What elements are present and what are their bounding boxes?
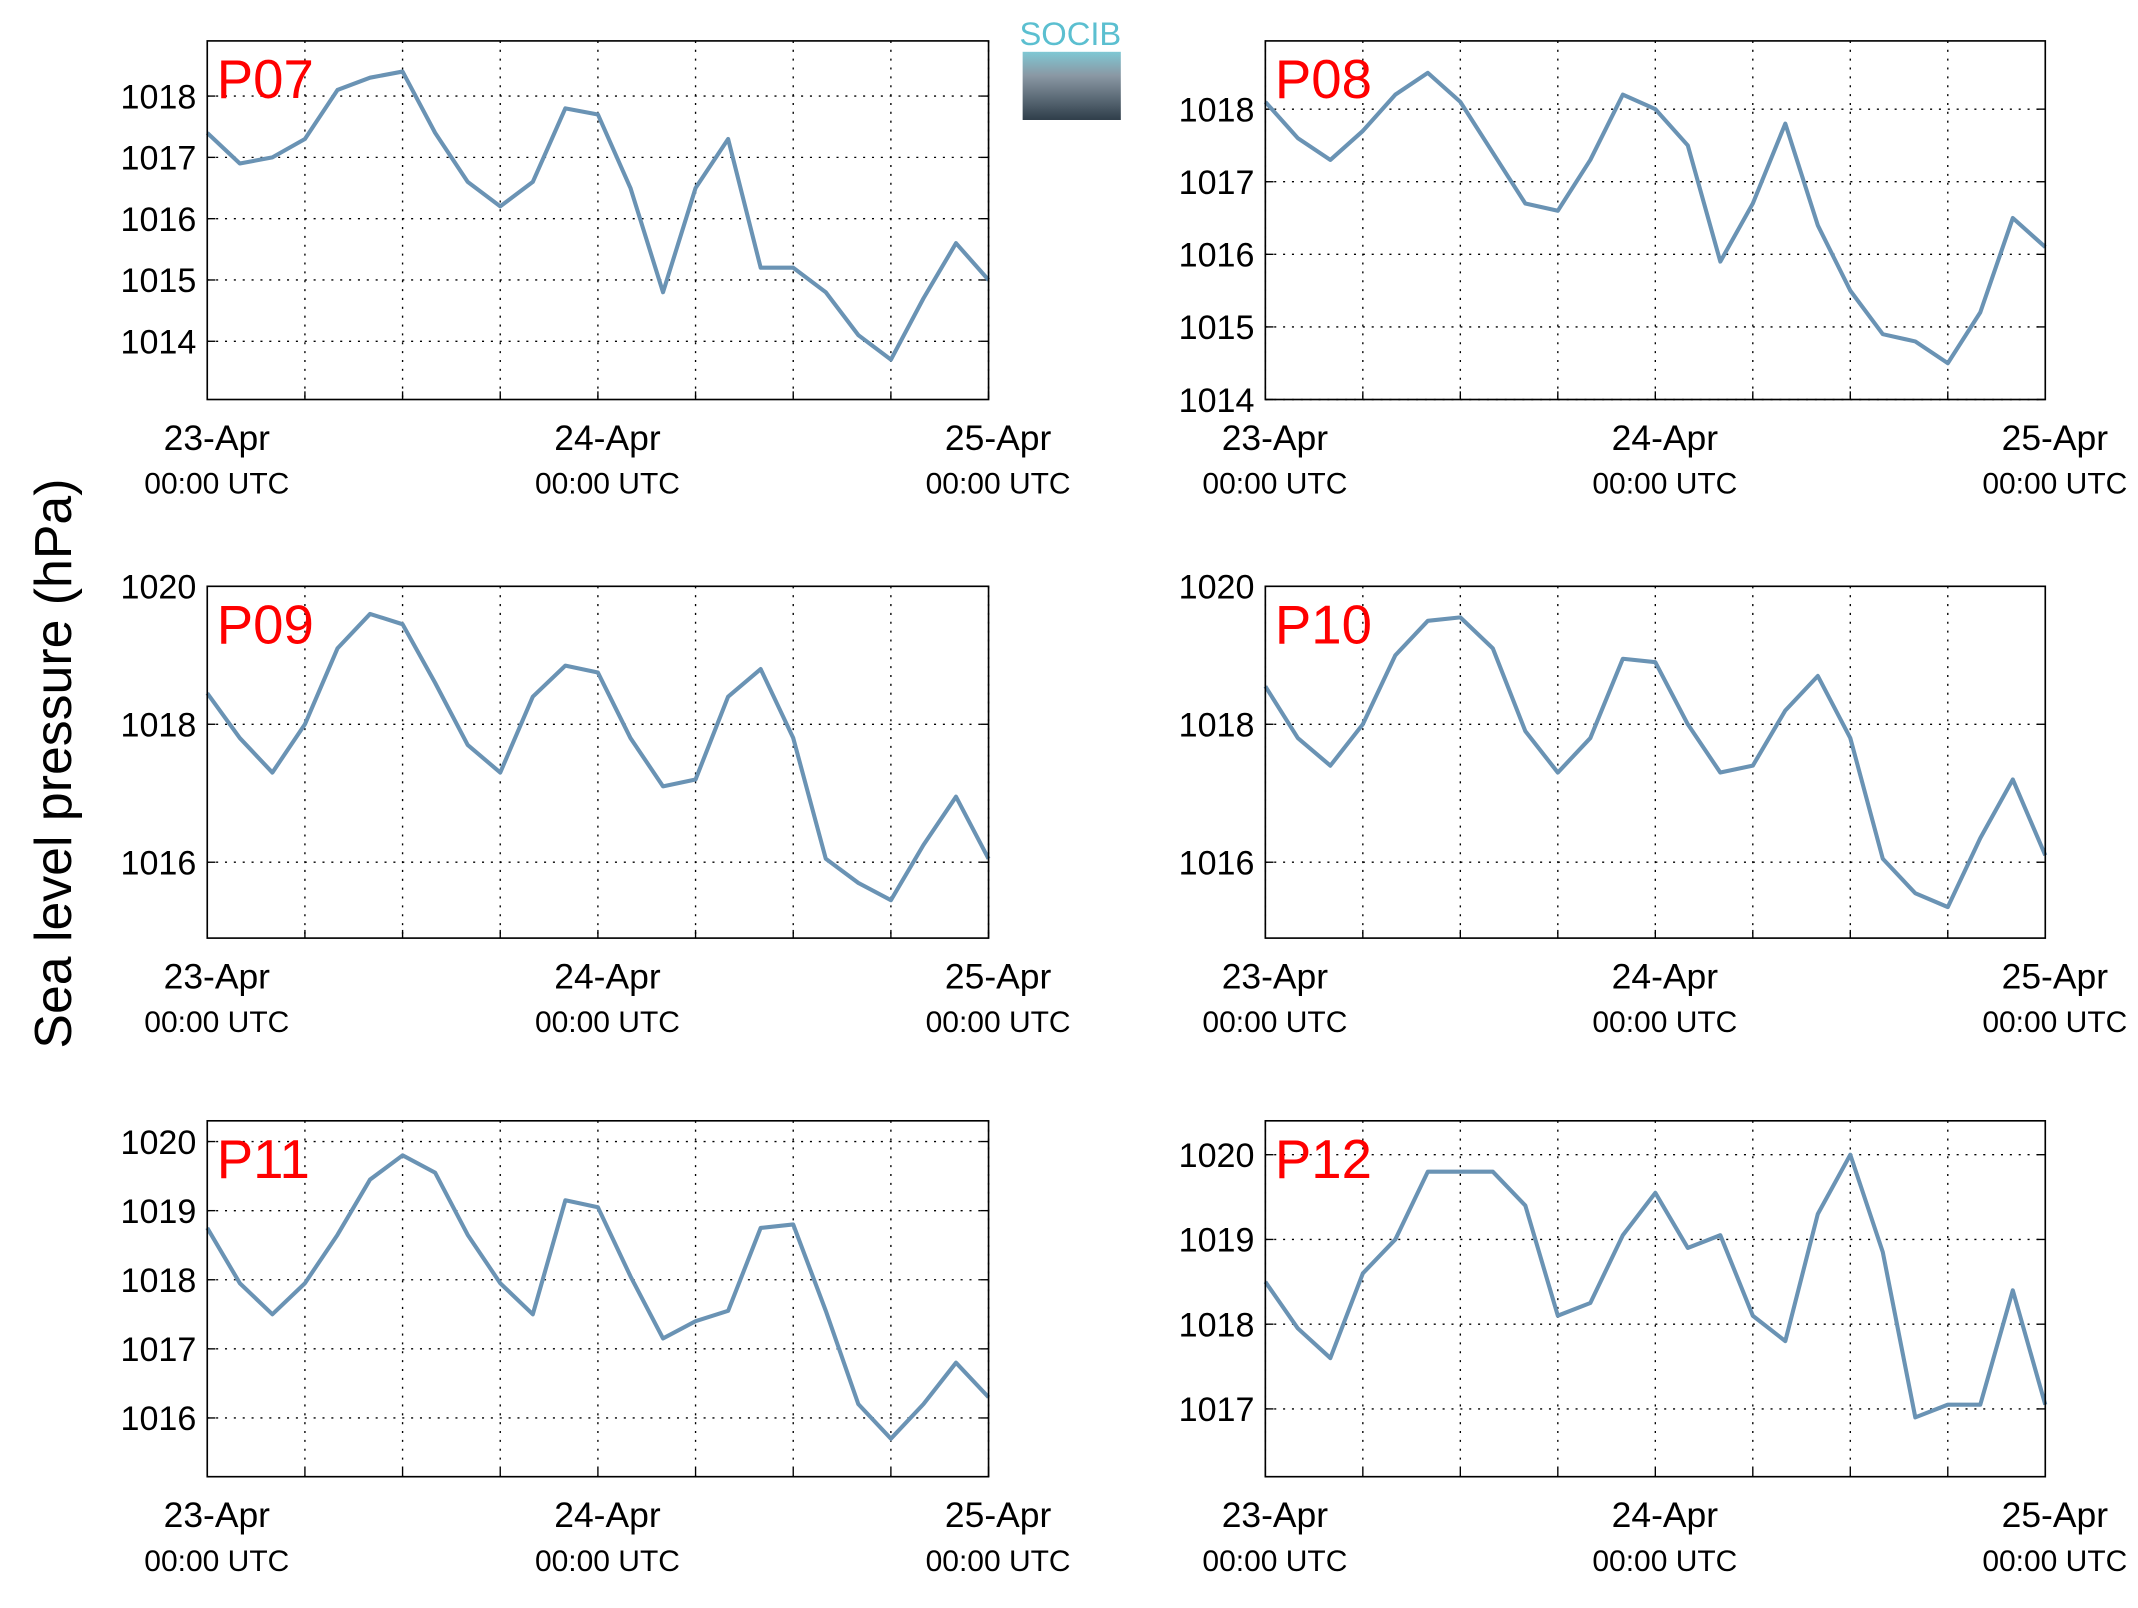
y-tick-label: 1014	[1179, 382, 1255, 420]
y-tick-label: 1017	[1179, 1391, 1255, 1429]
plot-frame	[206, 585, 990, 939]
x-tick-label: 00:00 UTC	[926, 1545, 1071, 1578]
data-line	[205, 611, 991, 903]
x-tick-label: 00:00 UTC	[144, 1006, 289, 1039]
chart-title: P12	[1275, 1129, 1372, 1190]
plot-frame	[1264, 40, 2047, 401]
x-tick-label: 23-Apr	[1222, 957, 1329, 997]
x-tick-label: 00:00 UTC	[926, 1006, 1071, 1039]
y-tick-label: 1018	[1179, 91, 1255, 129]
logo-image	[1022, 51, 1121, 120]
y-tick-label: 1020	[1179, 569, 1255, 607]
y-tick-label: 1016	[121, 844, 197, 882]
x-tick-label: 00:00 UTC	[144, 1545, 289, 1578]
y-tick-label: 1018	[1179, 707, 1255, 745]
x-tick-label: 00:00 UTC	[535, 1545, 680, 1578]
data-line	[1263, 70, 2047, 366]
x-tick-label: 25-Apr	[945, 418, 1052, 458]
x-tick-label: 00:00 UTC	[1592, 1006, 1737, 1039]
y-tick-label: 1018	[121, 78, 197, 116]
x-tick-label: 00:00 UTC	[535, 1006, 680, 1039]
x-tick-label: 24-Apr	[554, 957, 661, 997]
y-tick-label: 1020	[121, 1124, 197, 1162]
x-tick-label: 00:00 UTC	[535, 468, 680, 501]
x-tick-label: 00:00 UTC	[1592, 1545, 1737, 1578]
x-tick-label: 24-Apr	[554, 1495, 661, 1535]
x-tick-label: 00:00 UTC	[926, 468, 1071, 501]
chart-title: P08	[1275, 49, 1372, 110]
y-tick-label: 1020	[121, 569, 197, 607]
data-line	[205, 1153, 991, 1441]
x-tick-label: 00:00 UTC	[144, 468, 289, 501]
y-tick-label: 1017	[121, 1331, 197, 1369]
y-tick-label: 1017	[1179, 164, 1255, 202]
x-tick-label: 23-Apr	[1222, 418, 1329, 458]
y-tick-label: 1020	[1179, 1137, 1255, 1175]
y-tick-label: 1016	[1179, 237, 1255, 275]
chart-title: P09	[217, 595, 314, 656]
plot-frame	[1264, 1119, 2047, 1478]
plot-frame	[206, 40, 990, 401]
y-tick-label: 1017	[121, 140, 197, 178]
x-tick-label: 00:00 UTC	[1592, 468, 1737, 501]
y-tick-label: 1014	[121, 324, 197, 362]
x-tick-label: 23-Apr	[164, 957, 271, 997]
x-tick-label: 00:00 UTC	[1982, 1545, 2127, 1578]
x-tick-label: 00:00 UTC	[1982, 1006, 2127, 1039]
y-tick-label: 1016	[1179, 844, 1255, 882]
x-tick-label: 00:00 UTC	[1202, 1006, 1347, 1039]
plot-frame	[206, 1119, 990, 1478]
chart-title: P10	[1275, 595, 1372, 656]
x-tick-label: 00:00 UTC	[1202, 468, 1347, 501]
x-tick-label: 00:00 UTC	[1982, 468, 2127, 501]
plot-frame	[1264, 585, 2047, 939]
x-tick-label: 24-Apr	[1612, 957, 1719, 997]
x-tick-label: 24-Apr	[554, 418, 661, 458]
y-tick-label: 1018	[121, 707, 197, 745]
y-tick-label: 1015	[121, 262, 197, 300]
y-tick-label: 1016	[121, 201, 197, 239]
y-tick-label: 1018	[121, 1262, 197, 1300]
y-axis-label: Sea level pressure (hPa)	[24, 479, 82, 1049]
x-tick-label: 23-Apr	[1222, 1495, 1329, 1535]
x-tick-label: 25-Apr	[2002, 1495, 2109, 1535]
y-tick-label: 1018	[1179, 1306, 1255, 1344]
data-line	[1263, 615, 2048, 910]
data-line	[1263, 1152, 2048, 1420]
x-tick-label: 25-Apr	[945, 957, 1052, 997]
y-tick-label: 1016	[121, 1400, 197, 1438]
data-line	[205, 69, 991, 362]
x-tick-label: 25-Apr	[2002, 418, 2109, 458]
logo-text: SOCIB	[1019, 15, 1121, 52]
x-tick-label: 25-Apr	[945, 1495, 1052, 1535]
y-tick-label: 1019	[121, 1193, 197, 1231]
chart-title: P07	[217, 49, 314, 110]
x-tick-label: 23-Apr	[164, 1495, 271, 1535]
chart-title: P11	[217, 1129, 310, 1190]
y-tick-label: 1019	[1179, 1222, 1255, 1260]
x-tick-label: 25-Apr	[2002, 957, 2109, 997]
y-tick-label: 1015	[1179, 309, 1255, 347]
x-tick-label: 24-Apr	[1612, 1495, 1719, 1535]
x-tick-label: 24-Apr	[1612, 418, 1719, 458]
x-tick-label: 00:00 UTC	[1202, 1545, 1347, 1578]
x-tick-label: 23-Apr	[164, 418, 271, 458]
